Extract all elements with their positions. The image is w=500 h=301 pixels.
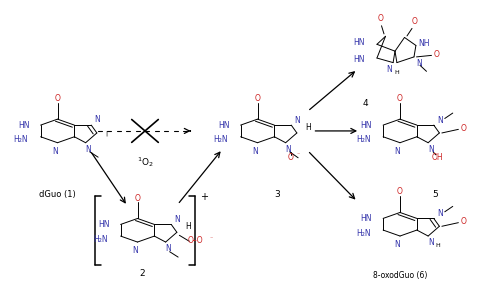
Text: H: H [394,70,400,75]
Text: H₂N: H₂N [14,135,28,144]
Text: N: N [285,145,291,154]
Text: N: N [132,246,138,255]
Text: 2: 2 [140,269,145,278]
Text: O–O: O–O [188,236,204,245]
Text: O: O [460,217,466,226]
Text: +: + [200,192,208,202]
Text: 8-oxodGuo (6): 8-oxodGuo (6) [373,271,427,280]
Text: N: N [386,65,392,74]
Text: N: N [174,216,180,225]
Text: N: N [394,147,400,156]
Text: N: N [86,145,91,154]
Text: NH: NH [418,39,430,48]
Text: HN: HN [18,121,30,130]
Text: O: O [434,50,440,59]
Text: N: N [437,209,442,219]
Text: N: N [428,145,434,154]
Text: O: O [54,94,60,103]
Text: 3: 3 [274,190,280,199]
Text: $^1$O$_2$: $^1$O$_2$ [136,156,154,169]
Text: H: H [436,243,440,248]
Text: N: N [394,240,400,249]
Text: N: N [52,147,58,156]
Text: N: N [252,147,258,156]
Text: N: N [166,244,171,253]
Text: HN: HN [360,214,372,223]
Text: N: N [428,238,434,247]
Text: H₂N: H₂N [356,228,370,237]
Text: H₂N: H₂N [356,135,370,144]
Text: HN: HN [98,220,110,229]
Text: HN: HN [360,121,372,130]
Text: H: H [305,123,311,132]
Text: N: N [294,116,300,125]
Text: O: O [412,17,418,26]
Text: O: O [134,194,140,203]
Text: HN: HN [353,38,364,47]
Text: N: N [416,59,422,68]
Text: N: N [94,115,100,124]
Text: O: O [378,14,384,23]
Text: O: O [288,153,294,162]
Text: H₂N: H₂N [214,135,228,144]
Text: ⁻: ⁻ [296,154,300,158]
Text: O: O [397,94,403,103]
Text: 4: 4 [362,99,368,108]
Text: |: | [105,130,107,136]
Text: HN: HN [218,121,230,130]
Text: HN: HN [353,55,364,64]
Text: O: O [397,188,403,197]
Text: OH: OH [432,153,443,162]
Text: H₂N: H₂N [94,234,108,244]
Text: ⁻: ⁻ [209,237,212,242]
Text: 5: 5 [432,190,438,199]
Text: H: H [185,222,191,231]
Text: O: O [460,124,466,133]
Text: dGuo (1): dGuo (1) [39,190,76,199]
Text: O: O [254,94,260,103]
Text: N: N [437,116,442,125]
